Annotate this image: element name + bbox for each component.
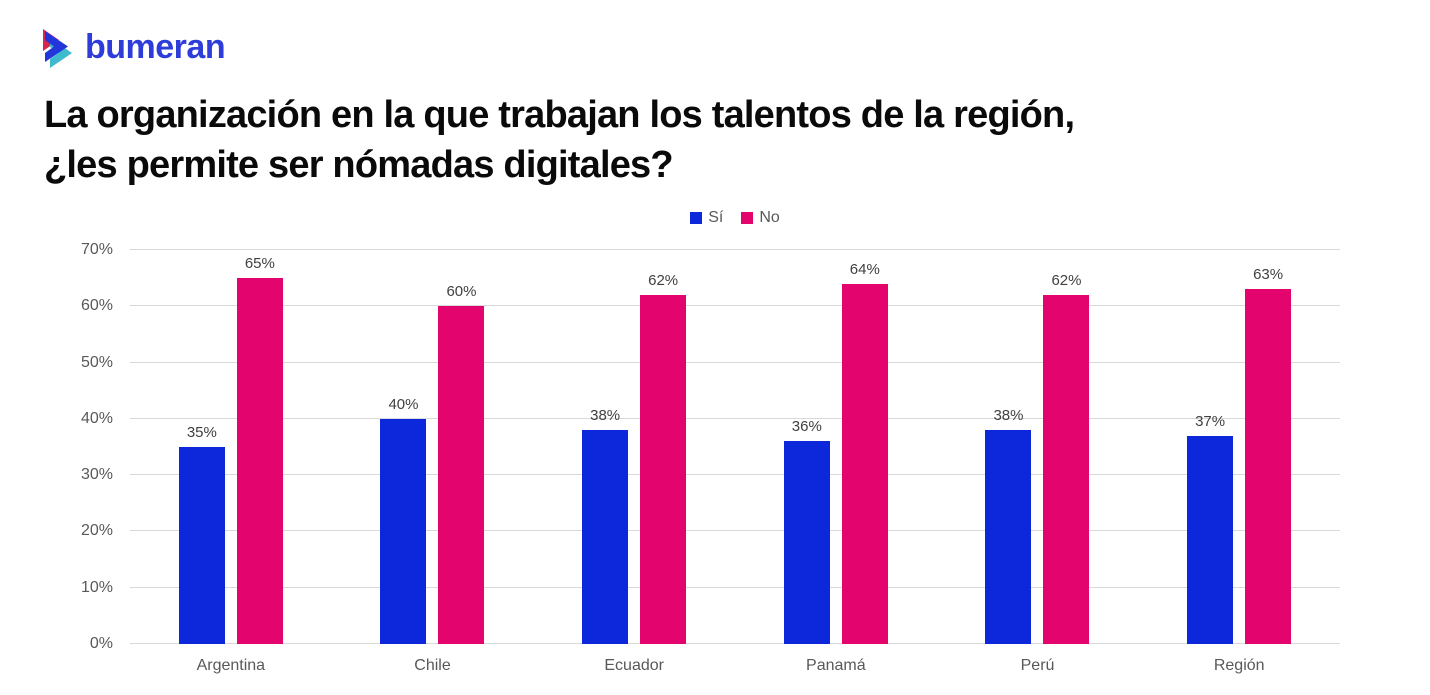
x-tick-región: Región <box>1213 657 1265 674</box>
bar-sí-argentina: 35% <box>178 424 225 644</box>
bar-col-no-perú: 62% <box>1043 250 1090 644</box>
bar-col-sí-panamá: 36% <box>783 250 830 644</box>
bar-sí-perú: 38% <box>985 407 1032 644</box>
bar-group-región: 37% 63% <box>1187 250 1292 644</box>
chart-title-line1: La organización en la que trabajan los t… <box>44 94 1075 136</box>
bar-col-sí-región: 37% <box>1187 250 1234 644</box>
gridline-40 <box>130 417 1340 419</box>
bar-sí-región: 37% <box>1187 413 1234 644</box>
bar-col-sí-perú: 38% <box>985 250 1032 644</box>
gridline-50 <box>130 361 1340 363</box>
bar-no-ecuador: 62% <box>640 272 687 644</box>
bar-value-label-no-chile: 60% <box>446 283 477 301</box>
x-tick-argentina: Argentina <box>196 657 266 674</box>
bumeran-logo-text: bumeran <box>85 28 226 66</box>
bar-sí-chile: 40% <box>380 396 427 644</box>
legend-swatch-no <box>741 212 754 224</box>
bar-col-no-región: 63% <box>1245 250 1292 644</box>
bar-group-panamá: 36% 64% <box>783 250 888 644</box>
legend-swatch-sí <box>690 212 703 224</box>
legend-label-sí: Sí <box>708 209 724 226</box>
bar-col-sí-ecuador: 38% <box>582 250 629 644</box>
bar-sí-ecuador: 38% <box>582 407 629 644</box>
bar-value-label-sí-ecuador: 38% <box>590 407 621 425</box>
bar-value-label-sí-panamá: 36% <box>791 418 822 436</box>
y-tick-50: 50% <box>80 353 113 371</box>
legend-label-no: No <box>759 209 780 226</box>
gridline-60 <box>130 305 1340 307</box>
bar-col-sí-argentina: 35% <box>178 250 225 644</box>
x-tick-perú: Perú <box>1020 657 1055 674</box>
bar-value-label-sí-chile: 40% <box>388 395 419 413</box>
bar-no-panamá: 64% <box>841 261 888 644</box>
bar-group-ecuador: 38% 62% <box>582 250 687 644</box>
chart-title: La organización en la que trabajan los t… <box>44 90 1075 190</box>
legend-item-sí: Sí <box>690 209 723 227</box>
y-tick-20: 20% <box>80 522 113 540</box>
logo-front-shape <box>45 31 68 62</box>
bar-value-label-no-región: 63% <box>1253 266 1284 284</box>
bar-no-argentina: 65% <box>236 255 283 644</box>
bar-value-label-no-ecuador: 62% <box>648 272 679 290</box>
legend-item-no: No <box>741 209 780 227</box>
bar-value-label-sí-región: 37% <box>1195 412 1226 430</box>
y-tick-10: 10% <box>80 578 113 596</box>
gridline-10 <box>130 586 1340 588</box>
bar-col-no-argentina: 65% <box>236 250 283 644</box>
bar-col-no-ecuador: 62% <box>640 250 687 644</box>
bar-no-región: 63% <box>1245 266 1292 644</box>
chart-title-line2: ¿les permite ser nómadas digitales? <box>44 144 674 186</box>
plot-area: 35% 65% 40% 60% 38% 62% 36% 64% 38% 62% 37% 63% <box>130 249 1340 644</box>
gridline-70 <box>130 249 1340 250</box>
y-tick-70: 70% <box>80 241 113 258</box>
y-tick-30: 30% <box>80 466 113 484</box>
gridline-20 <box>130 530 1340 532</box>
x-tick-ecuador: Ecuador <box>604 657 664 674</box>
y-axis-labels: 0% 10% 20% 30% 40% 50% 60% 70% <box>50 242 113 652</box>
bar-no-chile: 60% <box>438 283 485 644</box>
bar-sí-panamá: 36% <box>783 418 830 644</box>
bar-value-label-sí-perú: 38% <box>993 407 1024 425</box>
x-tick-chile: Chile <box>414 657 451 674</box>
bar-group-perú: 38% 62% <box>985 250 1090 644</box>
bumeran-logo-icon <box>43 29 72 68</box>
bar-value-label-no-perú: 62% <box>1051 272 1082 290</box>
chart-legend: Sí No <box>130 209 1340 227</box>
y-tick-60: 60% <box>80 297 113 315</box>
gridline-30 <box>130 474 1340 476</box>
x-axis-labels: Argentina Chile Ecuador Panamá Perú Región <box>130 657 1340 675</box>
bar-value-label-sí-argentina: 35% <box>186 424 217 441</box>
bumeran-logo: bumeran <box>40 26 226 72</box>
x-tick-panamá: Panamá <box>806 657 866 674</box>
bar-value-label-no-argentina: 65% <box>244 255 275 273</box>
bar-groups: 35% 65% 40% 60% 38% 62% 36% 64% 38% 62% 37% 63% <box>130 250 1340 644</box>
bar-value-label-no-panamá: 64% <box>849 260 880 278</box>
y-tick-40: 40% <box>80 409 113 427</box>
bar-col-no-panamá: 64% <box>841 250 888 644</box>
bar-col-sí-chile: 40% <box>380 250 427 644</box>
bar-group-chile: 40% 60% <box>380 250 485 644</box>
bar-col-no-chile: 60% <box>438 250 485 644</box>
x-axis-line <box>130 643 1340 644</box>
bar-no-perú: 62% <box>1043 272 1090 644</box>
y-tick-0: 0% <box>89 635 113 652</box>
bar-group-argentina: 35% 65% <box>178 250 283 644</box>
